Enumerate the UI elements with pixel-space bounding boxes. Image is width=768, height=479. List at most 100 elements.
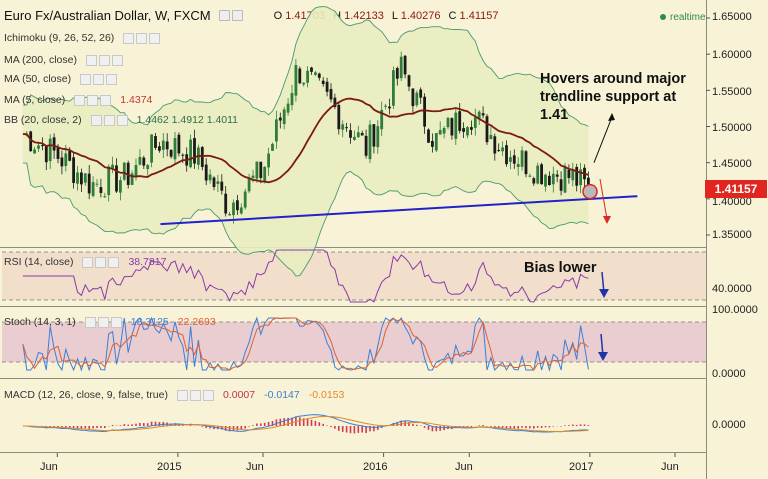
settings-icon[interactable] <box>189 389 201 401</box>
compare-icon[interactable] <box>231 10 243 21</box>
time-label: 2016 <box>363 461 388 473</box>
upside-arrow <box>593 116 613 163</box>
settings-icon[interactable] <box>136 32 148 44</box>
eye-icon[interactable] <box>85 54 97 66</box>
time-label: Jun <box>661 461 679 473</box>
candle-body <box>493 136 497 154</box>
candle-body <box>99 187 103 193</box>
candle-body <box>302 82 306 85</box>
settings-icon[interactable] <box>87 94 99 106</box>
candle-body <box>434 133 438 151</box>
eye-icon[interactable] <box>90 114 102 126</box>
candle-body <box>161 140 165 150</box>
candle-body <box>290 93 294 106</box>
candle-body <box>298 68 302 84</box>
candle-body <box>481 113 485 116</box>
eye-icon[interactable] <box>74 94 86 106</box>
downside-arrowhead <box>603 216 611 224</box>
settings-icon[interactable] <box>93 73 105 85</box>
candle-body <box>286 103 290 113</box>
rsi-down-arrowhead <box>599 289 609 298</box>
candle-body <box>228 214 231 216</box>
stoch-d-value: 22.2693 <box>177 316 216 328</box>
last-price-tag: 1.41157 <box>705 180 767 198</box>
candle-body <box>333 97 337 107</box>
settings-icon[interactable] <box>218 10 230 21</box>
candle-body <box>544 174 547 187</box>
close-icon[interactable] <box>202 389 214 401</box>
settings-icon[interactable] <box>98 54 110 66</box>
overlay-value: 1.4462 1.4912 1.4011 <box>136 114 239 126</box>
candle-body <box>403 55 407 75</box>
candle-body <box>313 72 317 75</box>
settings-icon[interactable] <box>103 114 115 126</box>
rsi-label[interactable]: RSI (14, close) 38.7817 <box>4 256 167 268</box>
overlay-bb[interactable]: BB (20, close, 2) 1.4462 1.4912 1.4011 <box>4 114 238 126</box>
candle-body <box>212 177 216 188</box>
candle-body <box>376 126 380 148</box>
candle-body <box>485 116 489 143</box>
candle-body <box>454 112 458 139</box>
axis-separator <box>706 0 707 479</box>
candle-body <box>68 151 72 161</box>
candle-body <box>427 129 430 143</box>
candle-body <box>130 173 134 185</box>
candle-body <box>462 128 465 132</box>
candle-body <box>103 196 107 198</box>
eye-icon[interactable] <box>123 32 135 44</box>
candle-body <box>157 146 161 151</box>
settings-icon[interactable] <box>95 256 107 268</box>
time-label: Jun <box>40 461 58 473</box>
overlay-label: Ichimoku (9, 26, 52, 26) <box>4 32 115 44</box>
overlay-ichimoku[interactable]: Ichimoku (9, 26, 52, 26) <box>4 32 161 44</box>
candle-body <box>469 127 473 130</box>
candle-body <box>76 172 79 184</box>
candle-body <box>540 164 543 185</box>
candle-body <box>559 179 563 191</box>
candle-body <box>524 151 528 175</box>
close-icon[interactable] <box>100 94 112 106</box>
close-icon[interactable] <box>106 73 118 85</box>
candle-body <box>239 207 243 214</box>
candle-body <box>91 182 95 196</box>
overlay-label: MA (200, close) <box>4 54 77 66</box>
eye-icon[interactable] <box>82 256 94 268</box>
support-touch-marker <box>582 183 598 200</box>
close-icon[interactable] <box>149 32 161 44</box>
candle-body <box>33 149 36 154</box>
rsi-value: 38.7817 <box>128 256 167 268</box>
close-icon[interactable] <box>111 54 123 66</box>
close-icon[interactable] <box>110 316 122 328</box>
close-icon[interactable] <box>116 114 128 126</box>
candle-body <box>411 88 415 107</box>
candle-body <box>294 65 298 96</box>
overlay-ma200[interactable]: MA (200, close) <box>4 54 123 66</box>
candle-body <box>177 134 181 154</box>
eye-icon[interactable] <box>84 316 96 328</box>
candle-body <box>87 173 91 194</box>
overlay-ma50[interactable]: MA (50, close) <box>4 73 118 85</box>
macd-label[interactable]: MACD (12, 26, close, 9, false, true) 0.00… <box>4 389 345 401</box>
eye-icon[interactable] <box>176 389 188 401</box>
overlay-ma5[interactable]: MA (5, close) 1.4374 <box>4 94 152 106</box>
candle-body <box>243 191 247 208</box>
bollinger-lower <box>22 162 589 277</box>
pane-separator <box>0 378 706 379</box>
candle-body <box>536 165 540 184</box>
support-trendline <box>160 195 638 226</box>
candle-body <box>107 166 111 196</box>
candle-body <box>173 138 177 160</box>
chart-title[interactable]: Euro Fx/Australian Dollar, W, FXCM <box>4 8 211 23</box>
candle-body <box>407 75 411 87</box>
candle-body <box>181 154 185 156</box>
price-tick: 1.40000 <box>712 196 752 208</box>
candle-body <box>169 149 173 157</box>
candle-body <box>310 67 313 72</box>
eye-icon[interactable] <box>80 73 92 85</box>
close-icon[interactable] <box>108 256 120 268</box>
settings-icon[interactable] <box>97 316 109 328</box>
macd-signal-line <box>22 415 589 433</box>
stoch-label[interactable]: Stoch (14, 3, 1) 18.3125 22.2693 <box>4 316 216 328</box>
candle-body <box>208 174 212 181</box>
